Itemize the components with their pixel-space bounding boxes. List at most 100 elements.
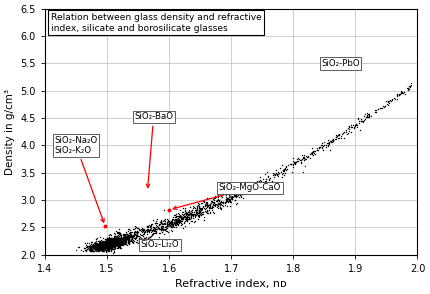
Point <box>117 240 124 245</box>
Point <box>200 200 207 204</box>
Point <box>109 243 116 248</box>
Point <box>222 195 229 199</box>
Point <box>128 230 135 235</box>
Point <box>194 203 201 208</box>
Point <box>353 121 359 126</box>
Point <box>259 179 266 184</box>
Point <box>100 246 107 250</box>
Point <box>194 208 201 212</box>
Point <box>215 201 222 206</box>
Point <box>93 240 100 245</box>
Point <box>299 154 306 159</box>
Point <box>239 187 246 192</box>
Point <box>111 241 117 245</box>
Point <box>104 238 111 242</box>
Point <box>111 239 118 243</box>
Point <box>112 237 119 242</box>
Point <box>117 236 123 241</box>
Point <box>335 133 341 138</box>
Point <box>114 237 121 242</box>
Point <box>195 205 202 209</box>
Point <box>103 241 110 246</box>
Point <box>114 237 121 241</box>
Point <box>99 246 106 250</box>
Point <box>124 236 131 241</box>
Point <box>96 245 103 250</box>
Point <box>169 228 175 233</box>
Point <box>129 236 136 240</box>
Point <box>120 238 127 243</box>
Point <box>195 210 202 215</box>
Point <box>99 244 106 249</box>
Point <box>110 242 117 246</box>
Point <box>139 228 146 233</box>
Point <box>105 242 112 247</box>
Point <box>168 223 175 228</box>
Point <box>257 175 264 180</box>
Point <box>278 174 285 179</box>
Point <box>129 234 136 238</box>
Point <box>90 244 97 248</box>
Point <box>121 234 128 239</box>
Point <box>106 241 113 246</box>
Point <box>112 241 119 245</box>
Point <box>110 241 117 246</box>
Point <box>179 215 186 220</box>
Point <box>382 99 389 104</box>
Point <box>194 212 200 217</box>
Point <box>104 242 111 246</box>
Point <box>255 186 261 191</box>
Point <box>109 236 116 241</box>
Point <box>121 234 128 238</box>
Point <box>104 244 111 249</box>
Point <box>115 238 122 243</box>
Point <box>223 196 230 201</box>
Point <box>95 242 102 247</box>
Point <box>214 197 221 202</box>
Point <box>104 243 111 247</box>
Point <box>91 247 98 251</box>
Point <box>182 217 189 221</box>
Point <box>357 117 364 121</box>
Point <box>83 243 89 248</box>
Point <box>406 84 413 89</box>
Point <box>130 240 137 244</box>
Point <box>161 227 168 231</box>
Point <box>124 227 131 231</box>
Point <box>190 210 197 215</box>
Point <box>216 205 223 209</box>
Point <box>116 239 123 243</box>
Point <box>154 216 161 221</box>
Point <box>116 238 123 243</box>
Point <box>335 136 341 141</box>
Point <box>139 228 146 233</box>
Point <box>107 244 114 249</box>
Point <box>232 195 239 200</box>
Point <box>148 222 155 226</box>
Point <box>172 223 179 227</box>
Point <box>108 246 114 250</box>
Point <box>117 235 124 240</box>
Point <box>116 239 123 244</box>
Point <box>138 226 145 230</box>
Point <box>166 220 173 224</box>
Point <box>159 224 166 228</box>
Point <box>83 244 90 249</box>
Point <box>167 218 174 223</box>
Point <box>203 200 210 205</box>
Point <box>216 204 223 209</box>
Point <box>105 238 112 242</box>
Point <box>81 245 88 250</box>
Point <box>110 241 117 246</box>
Point <box>248 185 255 190</box>
Point <box>141 239 148 244</box>
Point <box>169 225 176 229</box>
Point <box>78 248 85 252</box>
Point <box>113 236 120 241</box>
Point <box>109 238 116 242</box>
Point <box>132 229 138 234</box>
Point <box>274 172 281 177</box>
Point <box>222 196 229 201</box>
Point <box>109 243 116 248</box>
Point <box>93 242 100 246</box>
